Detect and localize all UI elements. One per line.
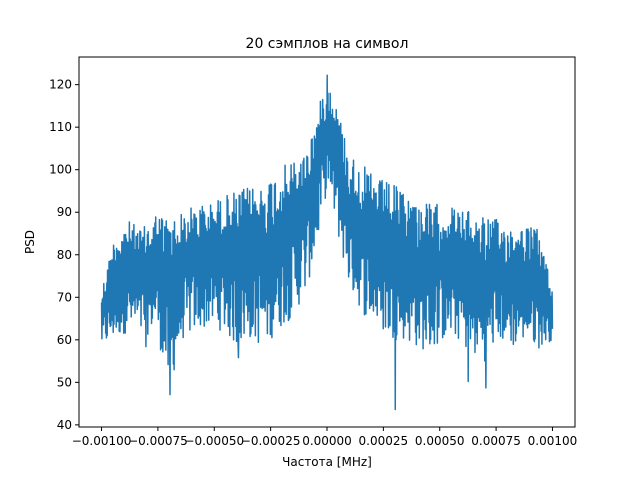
x-axis-label: Частота [MHz]	[282, 455, 372, 469]
y-tick-label: 120	[49, 78, 72, 92]
y-tick-label: 110	[49, 120, 72, 134]
plot-area	[100, 74, 554, 411]
x-tick-label: −0.00050	[184, 434, 244, 448]
x-tick-label: 0.00050	[415, 434, 465, 448]
y-tick-label: 60	[57, 333, 72, 347]
x-tick-label: 0.00000	[302, 434, 352, 448]
x-tick-label: −0.00100	[72, 434, 132, 448]
y-tick-label: 40	[57, 418, 72, 432]
y-axis: 40 50 60 70 80 90 100 110 120	[49, 78, 79, 432]
chart-title: 20 сэмплов на символ	[246, 36, 409, 52]
x-tick-label: 0.00075	[471, 434, 521, 448]
psd-series-line	[100, 74, 554, 411]
x-tick-label: 0.00025	[359, 434, 409, 448]
y-tick-label: 90	[57, 205, 72, 219]
y-tick-label: 70	[57, 290, 72, 304]
x-axis: −0.00100−0.00075−0.00050−0.00025 0.00000 0…	[72, 427, 578, 448]
x-tick-label: 0.00100	[528, 434, 578, 448]
y-tick-label: 80	[57, 248, 72, 262]
y-tick-label: 100	[49, 163, 72, 177]
y-tick-label: 50	[57, 375, 72, 389]
y-axis-label: PSD	[23, 230, 37, 254]
x-tick-label: −0.00025	[241, 434, 301, 448]
x-tick-label: −0.00075	[128, 434, 188, 448]
